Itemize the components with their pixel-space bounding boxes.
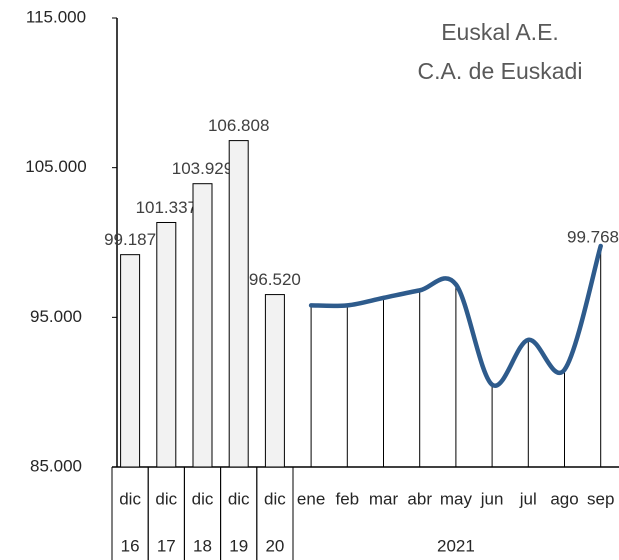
y-tick-label: 115.000 <box>26 7 86 26</box>
x-group-label: 2021 <box>437 536 475 555</box>
chart-title: Euskal A.E. <box>441 19 559 45</box>
x-tick-label: mar <box>369 489 399 508</box>
data-label: 106.808 <box>208 116 269 135</box>
y-tick-label: 95.000 <box>30 307 82 326</box>
x-tick-label: dic <box>119 489 141 508</box>
x-tick-label: dic <box>228 489 250 508</box>
x-tick-label: ene <box>297 489 325 508</box>
x-tick-label: dic <box>155 489 177 508</box>
data-label: 103.929 <box>172 159 233 178</box>
x-tick-label: dic <box>264 489 286 508</box>
data-label: 96.520 <box>249 270 301 289</box>
x-group-label: 16 <box>121 536 140 555</box>
data-label: 101.337 <box>136 198 197 217</box>
x-tick-label: feb <box>335 489 359 508</box>
x-group-label: 18 <box>193 536 212 555</box>
bar <box>264 294 285 468</box>
line <box>308 243 603 388</box>
chart-subtitle: C.A. de Euskadi <box>418 58 583 84</box>
x-tick-label: dic <box>192 489 214 508</box>
x-group-label: 17 <box>157 536 176 555</box>
x-group-label: 19 <box>229 536 248 555</box>
x-tick-label: may <box>440 489 473 508</box>
data-label: 99.768 <box>567 227 619 246</box>
x-tick-label: sep <box>587 489 614 508</box>
y-tick-label: 105.000 <box>25 157 86 176</box>
bar <box>120 254 141 468</box>
data-label: 99.187 <box>104 230 156 249</box>
x-tick-label: jul <box>519 489 537 508</box>
x-tick-label: jun <box>480 489 504 508</box>
bar <box>192 183 213 468</box>
y-tick-label: 85.000 <box>30 456 82 475</box>
bar <box>156 221 177 468</box>
bar <box>228 140 249 468</box>
x-tick-label: ago <box>550 489 578 508</box>
x-group-label: 20 <box>265 536 284 555</box>
x-tick-label: abr <box>407 489 432 508</box>
